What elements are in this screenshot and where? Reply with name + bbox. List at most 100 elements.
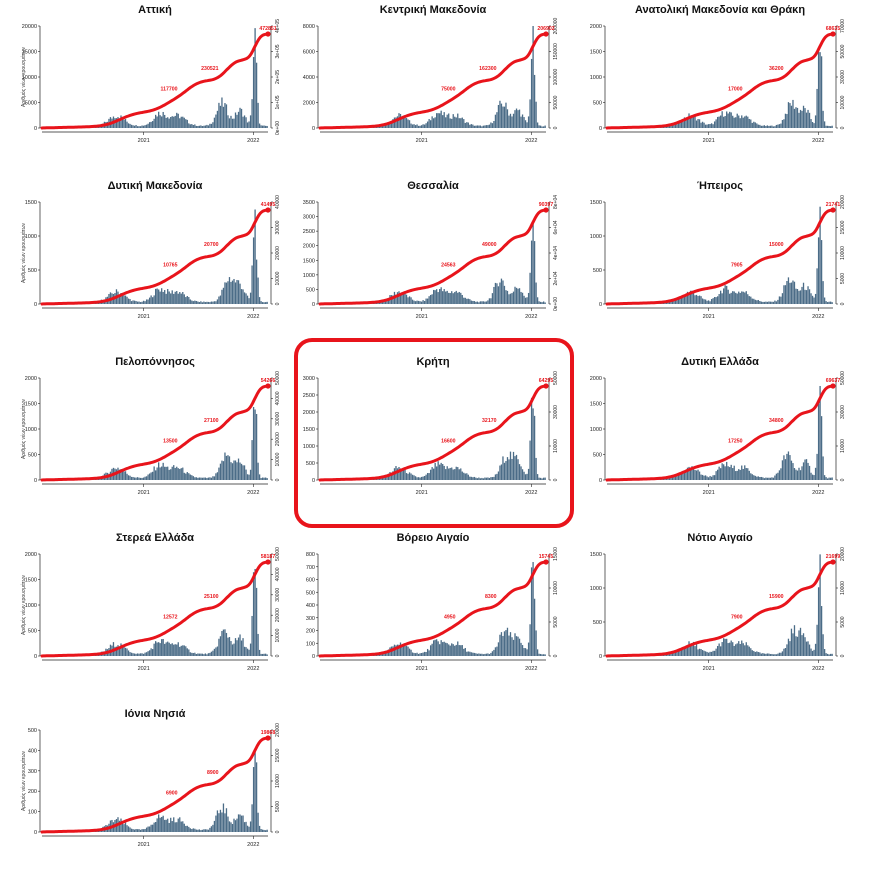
daily-bar — [811, 650, 814, 656]
daily-bar — [535, 282, 537, 304]
daily-bar — [399, 468, 402, 480]
daily-bar — [446, 290, 448, 304]
daily-bar — [802, 462, 805, 480]
daily-bar — [145, 299, 148, 304]
daily-bar — [439, 289, 441, 304]
daily-bar — [682, 121, 684, 128]
daily-bar — [509, 632, 512, 656]
daily-bar — [436, 289, 438, 304]
daily-bar — [186, 825, 188, 832]
daily-bar — [440, 640, 442, 656]
daily-bar — [231, 280, 234, 304]
right-tick-label: 8e+04 — [553, 195, 559, 209]
chart-panel: Νότιο Αιγαίο 0 500 1000 1500 0 5000 10000 20000 2… — [585, 532, 855, 692]
daily-bar — [457, 113, 459, 128]
daily-bar — [518, 638, 521, 656]
daily-bar — [756, 123, 758, 128]
daily-bar — [124, 471, 127, 480]
daily-bar — [266, 478, 268, 480]
daily-bar — [802, 633, 805, 656]
daily-bar — [413, 300, 415, 304]
daily-bar — [183, 117, 185, 128]
daily-bar — [799, 627, 802, 656]
daily-bar — [236, 818, 238, 832]
daily-bar — [219, 636, 222, 656]
daily-bar — [171, 116, 173, 128]
daily-bar — [733, 465, 735, 480]
daily-bar — [416, 477, 418, 480]
daily-bar — [783, 119, 785, 128]
left-tick-label: 6000 — [303, 50, 315, 56]
daily-bar — [723, 638, 725, 656]
daily-bar — [180, 645, 182, 656]
daily-bar — [790, 105, 793, 128]
daily-bar — [701, 474, 704, 480]
daily-bar — [176, 466, 178, 480]
chart-panel: Ήπειρος 0 500 1000 1500 0 5000 10000 15000 20000 2… — [585, 180, 855, 340]
daily-bar — [227, 115, 229, 128]
daily-bar — [715, 471, 717, 480]
daily-bar — [179, 817, 181, 832]
daily-bar — [760, 301, 762, 304]
daily-bar — [120, 115, 122, 128]
daily-bar — [710, 476, 713, 480]
cumulative-annotation: 32170 — [482, 418, 497, 424]
daily-bar — [428, 650, 430, 656]
daily-bar — [254, 568, 256, 656]
cumulative-annotation: 21741 — [826, 202, 841, 208]
daily-bar — [155, 822, 157, 832]
daily-bar — [523, 117, 525, 128]
daily-bar — [236, 640, 238, 656]
daily-bar — [148, 122, 151, 128]
left-tick-label: 3000 — [303, 376, 315, 382]
left-tick-label: 20000 — [22, 24, 37, 30]
daily-bar — [792, 99, 794, 128]
daily-bar — [509, 113, 512, 128]
daily-bar — [467, 298, 469, 304]
daily-bar — [158, 111, 160, 128]
daily-bar — [142, 125, 145, 128]
right-tick-label: 0 — [275, 830, 281, 833]
daily-bar — [826, 478, 829, 480]
daily-bar — [215, 301, 217, 304]
daily-bar — [475, 125, 477, 128]
daily-bar — [692, 641, 695, 656]
daily-bar — [225, 104, 228, 128]
daily-bar — [671, 476, 674, 480]
daily-bar — [252, 572, 255, 656]
daily-bar — [535, 630, 537, 656]
daily-bar — [387, 299, 390, 304]
daily-bar — [804, 637, 806, 656]
daily-bar — [203, 301, 205, 304]
daily-bar — [712, 124, 714, 128]
daily-bar — [127, 650, 130, 656]
left-tick-label: 2000 — [25, 376, 37, 382]
daily-bar — [709, 301, 711, 304]
daily-bar — [410, 297, 412, 304]
cumulative-line — [605, 208, 835, 306]
daily-bar — [539, 301, 542, 304]
daily-bar — [443, 289, 445, 304]
daily-bar — [780, 652, 782, 656]
daily-bar — [168, 118, 170, 128]
daily-bar — [709, 123, 711, 128]
daily-bar — [158, 642, 160, 656]
daily-bar — [174, 467, 176, 480]
daily-bar — [686, 118, 689, 128]
right-tick-label: 0e+00 — [275, 121, 281, 135]
daily-bar — [784, 648, 787, 656]
chart-title: Αττική — [138, 4, 172, 16]
daily-bar — [530, 397, 533, 480]
right-tick-label: 0 — [275, 478, 281, 481]
daily-bar — [260, 301, 262, 304]
daily-bar — [757, 476, 759, 480]
daily-bar — [470, 124, 472, 128]
daily-bar — [248, 121, 250, 128]
daily-bar — [206, 654, 208, 656]
daily-bar — [227, 816, 229, 832]
daily-bar — [529, 624, 531, 656]
daily-bar — [236, 114, 238, 128]
cumulative-annotation: 4950 — [444, 614, 456, 620]
daily-bar — [524, 120, 527, 128]
daily-bar — [825, 477, 827, 480]
